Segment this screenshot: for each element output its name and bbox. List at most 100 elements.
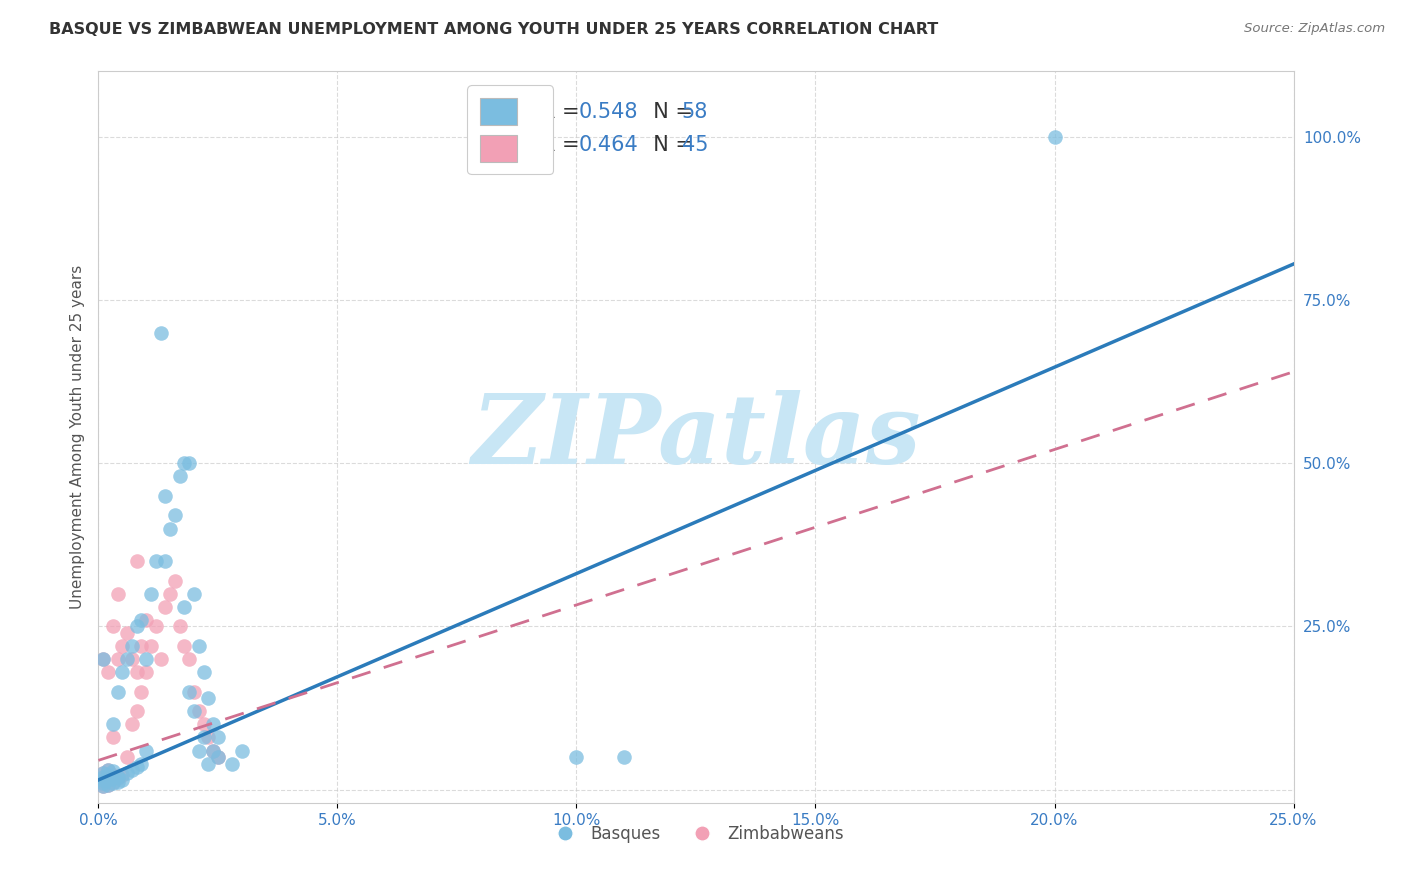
Point [121, 717, 143, 731]
Point [125, 619, 148, 633]
Point [565, 750, 588, 764]
Point [207, 731, 229, 745]
Point [91, 776, 114, 790]
Point [187, 743, 209, 757]
Point [169, 469, 191, 483]
Point [111, 665, 134, 680]
Point [101, 731, 124, 745]
Point [107, 775, 129, 789]
Point [207, 750, 229, 764]
Point [91, 770, 114, 784]
Point [91, 772, 114, 787]
Point [183, 587, 205, 601]
Point [91, 652, 114, 666]
Point [149, 652, 172, 666]
Point [231, 743, 253, 757]
Point [125, 665, 148, 680]
Point [101, 768, 124, 782]
Point [159, 587, 181, 601]
Point [145, 619, 167, 633]
Point [107, 652, 129, 666]
Point [131, 685, 153, 699]
Point [202, 743, 225, 757]
Point [131, 613, 153, 627]
Point [115, 626, 138, 640]
Point [163, 574, 186, 588]
Text: 0.548: 0.548 [579, 102, 638, 121]
Point [163, 508, 186, 523]
Point [173, 639, 195, 653]
Point [115, 652, 138, 666]
Point [193, 731, 215, 745]
Point [101, 764, 124, 779]
Point [91, 766, 114, 780]
Point [197, 691, 219, 706]
Point [159, 521, 181, 535]
Point [613, 750, 636, 764]
Text: N =: N = [640, 135, 699, 154]
Point [207, 750, 229, 764]
Point [111, 768, 134, 782]
Point [131, 639, 153, 653]
Point [101, 717, 124, 731]
Point [135, 613, 157, 627]
Point [125, 760, 148, 774]
Point [135, 743, 157, 757]
Point [149, 326, 172, 340]
Point [101, 776, 124, 790]
Point [1043, 129, 1066, 144]
Point [179, 652, 201, 666]
Point [97, 772, 120, 787]
Point [97, 763, 120, 777]
Point [97, 778, 120, 792]
Point [97, 778, 120, 792]
Point [91, 766, 114, 780]
Point [107, 587, 129, 601]
Point [197, 731, 219, 745]
Point [155, 554, 177, 568]
Point [139, 587, 162, 601]
Point [111, 639, 134, 653]
Point [121, 639, 143, 653]
Point [173, 456, 195, 470]
Point [97, 768, 120, 782]
Point [125, 554, 148, 568]
Point [115, 766, 138, 780]
Point [97, 772, 120, 787]
Point [101, 771, 124, 785]
Point [145, 554, 167, 568]
Text: ZIPatlas: ZIPatlas [471, 390, 921, 484]
Point [91, 776, 114, 790]
Y-axis label: Unemployment Among Youth under 25 years: Unemployment Among Youth under 25 years [69, 265, 84, 609]
Legend: Basques, Zimbabweans: Basques, Zimbabweans [541, 818, 851, 849]
Point [202, 717, 225, 731]
Point [107, 771, 129, 785]
Point [193, 717, 215, 731]
Text: R =: R = [541, 135, 586, 154]
Point [91, 771, 114, 785]
Point [107, 770, 129, 784]
Text: Source: ZipAtlas.com: Source: ZipAtlas.com [1244, 22, 1385, 36]
Point [91, 780, 114, 794]
Point [131, 756, 153, 771]
Point [135, 665, 157, 680]
Point [111, 772, 134, 787]
Point [155, 599, 177, 614]
Point [173, 599, 195, 614]
Text: 58: 58 [682, 102, 709, 121]
Point [121, 763, 143, 777]
Point [121, 652, 143, 666]
Point [183, 705, 205, 719]
Point [97, 665, 120, 680]
Text: N =: N = [640, 102, 699, 121]
Point [202, 743, 225, 757]
Text: R =: R = [541, 102, 586, 121]
Point [179, 456, 201, 470]
Point [115, 750, 138, 764]
Point [101, 619, 124, 633]
Point [187, 705, 209, 719]
Text: BASQUE VS ZIMBABWEAN UNEMPLOYMENT AMONG YOUTH UNDER 25 YEARS CORRELATION CHART: BASQUE VS ZIMBABWEAN UNEMPLOYMENT AMONG … [49, 22, 938, 37]
Point [179, 685, 201, 699]
Text: 0.464: 0.464 [579, 135, 638, 154]
Text: 45: 45 [682, 135, 709, 154]
